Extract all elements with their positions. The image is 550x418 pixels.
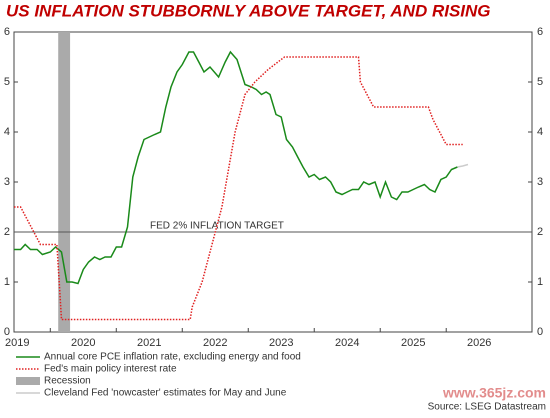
legend-label: Fed's main policy interest rate xyxy=(44,364,177,375)
series-line xyxy=(14,50,458,285)
y-tick-label: 1 xyxy=(4,276,10,288)
y-tick-label: 3 xyxy=(4,176,10,188)
x-tick-label: 2024 xyxy=(335,337,359,349)
x-tick-label: 2026 xyxy=(467,337,491,349)
x-tick-label: 2021 xyxy=(137,337,161,349)
x-tick-label: 2019 xyxy=(5,337,29,349)
series-line xyxy=(457,163,469,168)
y-tick-label: 0 xyxy=(4,326,10,338)
series-line xyxy=(14,56,463,321)
x-tick-label: 2025 xyxy=(401,337,425,349)
y-tick-label-right: 5 xyxy=(537,76,543,88)
recession-band xyxy=(58,32,71,332)
y-tick-label: 6 xyxy=(4,26,10,38)
legend-swatch xyxy=(16,377,40,385)
x-tick-label: 2023 xyxy=(269,337,293,349)
y-tick-label: 5 xyxy=(4,76,10,88)
y-tick-label-right: 2 xyxy=(537,226,543,238)
y-tick-label-right: 6 xyxy=(537,26,543,38)
x-tick-label: 2022 xyxy=(203,337,227,349)
legend-label: Annual core PCE inflation rate, excludin… xyxy=(44,352,301,363)
y-tick-label-right: 3 xyxy=(537,176,543,188)
plot-frame xyxy=(13,31,533,333)
y-tick-label-right: 4 xyxy=(537,126,543,138)
y-tick-label-right: 1 xyxy=(537,276,543,288)
legend-label: Cleveland Fed 'nowcaster' estimates for … xyxy=(44,388,287,399)
legend-label: Recession xyxy=(44,376,91,387)
y-tick-label: 2 xyxy=(4,226,10,238)
source: Source: LSEG Datastream xyxy=(428,402,546,413)
x-tick-label: 2020 xyxy=(71,337,95,349)
y-tick-label: 4 xyxy=(4,126,10,138)
chart-title: US INFLATION STUBBORNLY ABOVE TARGET, AN… xyxy=(6,1,491,20)
y-tick-label-right: 0 xyxy=(537,326,543,338)
watermark: www.365jz.com xyxy=(442,385,546,401)
